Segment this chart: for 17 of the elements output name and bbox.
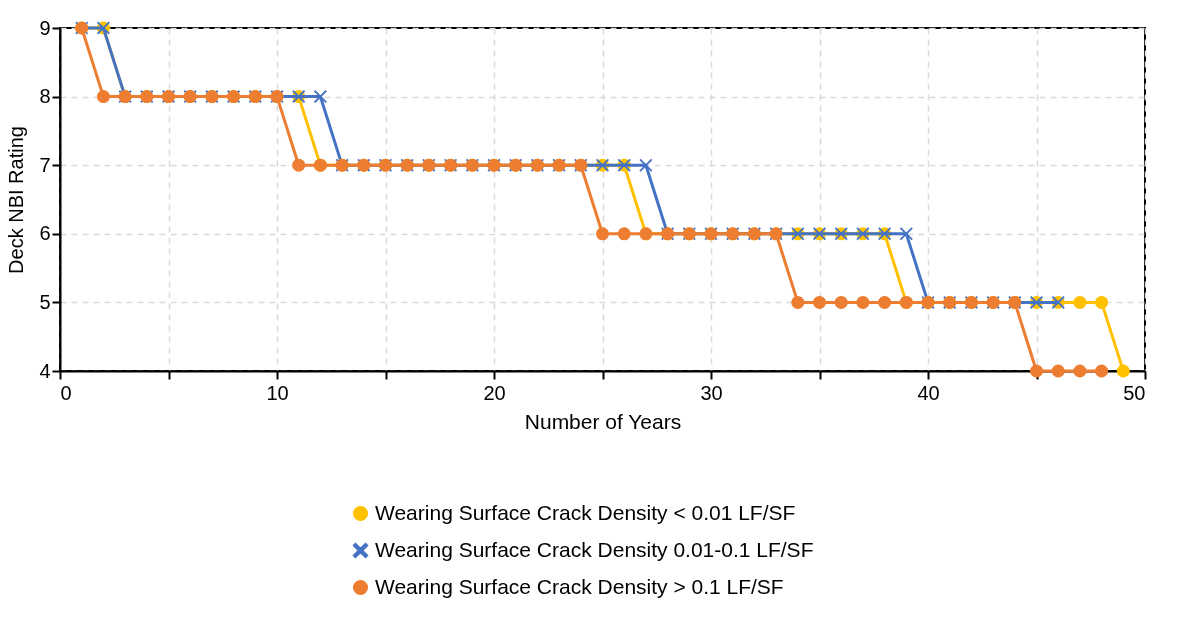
x-tick-label: 20 bbox=[483, 381, 506, 404]
y-tick-label: 6 bbox=[39, 222, 51, 245]
legend-label: Wearing Surface Crack Density < 0.01 LF/SF bbox=[375, 500, 796, 524]
x-tick-label: 10 bbox=[266, 381, 289, 404]
y-axis-title: Deck NBI Rating bbox=[5, 126, 28, 274]
x-tick-label: 30 bbox=[700, 381, 723, 404]
y-tick-label: 9 bbox=[39, 16, 51, 39]
x-tick-label: 0 bbox=[60, 381, 72, 404]
y-tick-label: 8 bbox=[39, 85, 51, 108]
legend-label: Wearing Surface Crack Density > 0.1 LF/SF bbox=[375, 574, 784, 598]
x-tick-label: 40 bbox=[917, 381, 940, 404]
x-tick-label: 50 bbox=[1123, 381, 1146, 404]
y-tick-label: 7 bbox=[39, 153, 51, 176]
x-axis-title: Number of Years bbox=[524, 409, 682, 433]
legend-label: Wearing Surface Crack Density 0.01-0.1 LF/SF bbox=[375, 537, 814, 561]
y-tick-label: 4 bbox=[39, 359, 51, 382]
y-tick-label: 5 bbox=[39, 290, 51, 313]
